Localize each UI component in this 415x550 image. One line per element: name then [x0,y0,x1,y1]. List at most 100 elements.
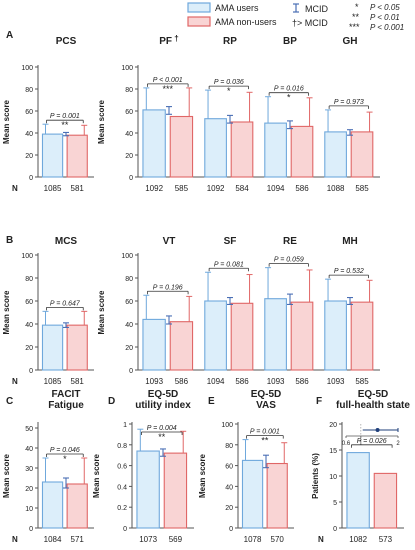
y-tick-label: 20 [225,505,233,512]
inset-tick-label: 1 [359,441,363,447]
legend-mcid-label: MCID [305,4,328,14]
y-tick-label: 0 [129,175,133,182]
bar-users [264,122,287,178]
y-tick-label: 1 [123,422,127,429]
chart-title: SF [224,236,237,247]
y-tick-label: 0 [129,368,133,375]
bar-nonusers [169,321,194,371]
y-tick-label: 40 [25,322,33,329]
y-tick-label: 40 [25,446,33,453]
n-label: N [12,535,18,544]
y-tick-label: 80 [25,87,33,94]
bar-users [41,324,64,371]
y-axis-label: Mean score [2,453,11,498]
n-value: 581 [71,377,85,386]
n-value: 1085 [44,377,62,386]
panel-letter: E [208,396,215,407]
legend-users-label: AMA users [215,3,259,13]
p-value-label: P = 0.036 [214,79,244,86]
y-tick-label: 60 [125,299,133,306]
panel-letter: C [6,396,13,407]
bar-users [136,450,160,529]
bar-users [41,133,64,178]
sig-stars: ** [61,120,69,130]
n-value: 1088 [327,184,345,193]
bar-users [346,452,370,529]
bar-users [142,109,166,178]
n-value: 584 [235,184,249,193]
bar-nonusers [163,452,188,529]
y-tick-label: 80 [125,276,133,283]
n-value: 1078 [244,535,262,544]
legend: AMA users AMA non-users MCID †> MCID * P… [187,2,404,32]
chart-panel: B MCS 0 20 40 60 80 100 Mean score P = 0.647 N 1085… [2,235,94,386]
bar-users [264,298,287,371]
y-tick-label: 0.6 [117,464,127,471]
y-tick-label: 60 [225,464,233,471]
y-tick-label: 20 [329,422,337,429]
bar-users [324,131,347,178]
n-value: 1092 [145,184,163,193]
chart-panel: GH P = 0.973 1088 585 [320,36,380,193]
y-tick-label: 20 [25,486,33,493]
y-tick-label: 60 [25,109,33,116]
n-label: N [12,184,18,193]
n-value: 569 [169,535,183,544]
legend-sig3-label: P < 0.001 [370,23,404,32]
p-value-label: P = 0.001 [250,429,280,436]
y-tick-label: 50 [25,426,33,433]
chart-title: VT [163,236,176,247]
chart-title: FACIT [52,389,81,400]
chart-title: RP [223,36,237,47]
chart-panel: MH P = 0.532 1093 585 [320,236,380,386]
p-value-label: P = 0.059 [274,257,304,264]
y-tick-label: 100 [121,253,133,260]
bar-nonusers [290,301,314,371]
n-label: N [318,535,324,544]
chart-title: VAS [256,400,276,411]
chart-title: MCS [55,236,78,247]
bar-nonusers [290,125,314,178]
p-value-label: P = 0.532 [334,268,364,275]
bar-nonusers [66,134,88,178]
legend-mcid-gt-label: †> MCID [292,18,328,28]
n-value: 1094 [207,377,225,386]
y-tick-label: 100 [221,422,233,429]
p-value-label: P < 0.001 [153,77,183,84]
p-value-label: P = 0.026 [357,438,387,445]
y-tick-label: 40 [25,131,33,138]
p-value-label: P = 0.081 [214,261,244,268]
panel-letter: B [6,235,13,246]
n-value: 1073 [139,535,157,544]
y-axis-label: Mean score [92,453,101,498]
bar-users [204,300,227,371]
p-value-label: P = 0.001 [50,113,80,120]
bar-users [41,481,64,529]
n-label: N [12,377,18,386]
y-tick-label: 0 [29,175,33,182]
chart-title: EQ-5D [251,389,282,400]
p-value-label: P = 0.046 [50,447,80,454]
inset-tick-label: 0.6 [342,441,351,447]
y-tick-label: 0 [229,526,233,533]
n-value: 571 [71,535,85,544]
n-value: 586 [175,377,189,386]
inset-point [375,428,380,432]
chart-panel: RE P = 0.059 1093 586 [260,236,320,386]
legend-sig1-star: * [355,2,359,12]
bar-nonusers [350,131,374,178]
y-tick-label: 20 [25,345,33,352]
legend-mcid-icon [293,3,299,13]
y-tick-label: 0 [333,526,337,533]
bar-users [142,318,166,371]
chart-panel: VT 0 20 40 60 80 100 Mean score P = 0.196 1093 586 [97,236,200,386]
y-axis-label: Mean score [2,99,11,144]
p-value-label: P = 0.196 [153,284,183,291]
y-axis-label: Mean score [97,290,106,335]
y-tick-label: 10 [329,474,337,481]
bar-nonusers [169,115,194,178]
sig-stars: * [63,454,67,464]
